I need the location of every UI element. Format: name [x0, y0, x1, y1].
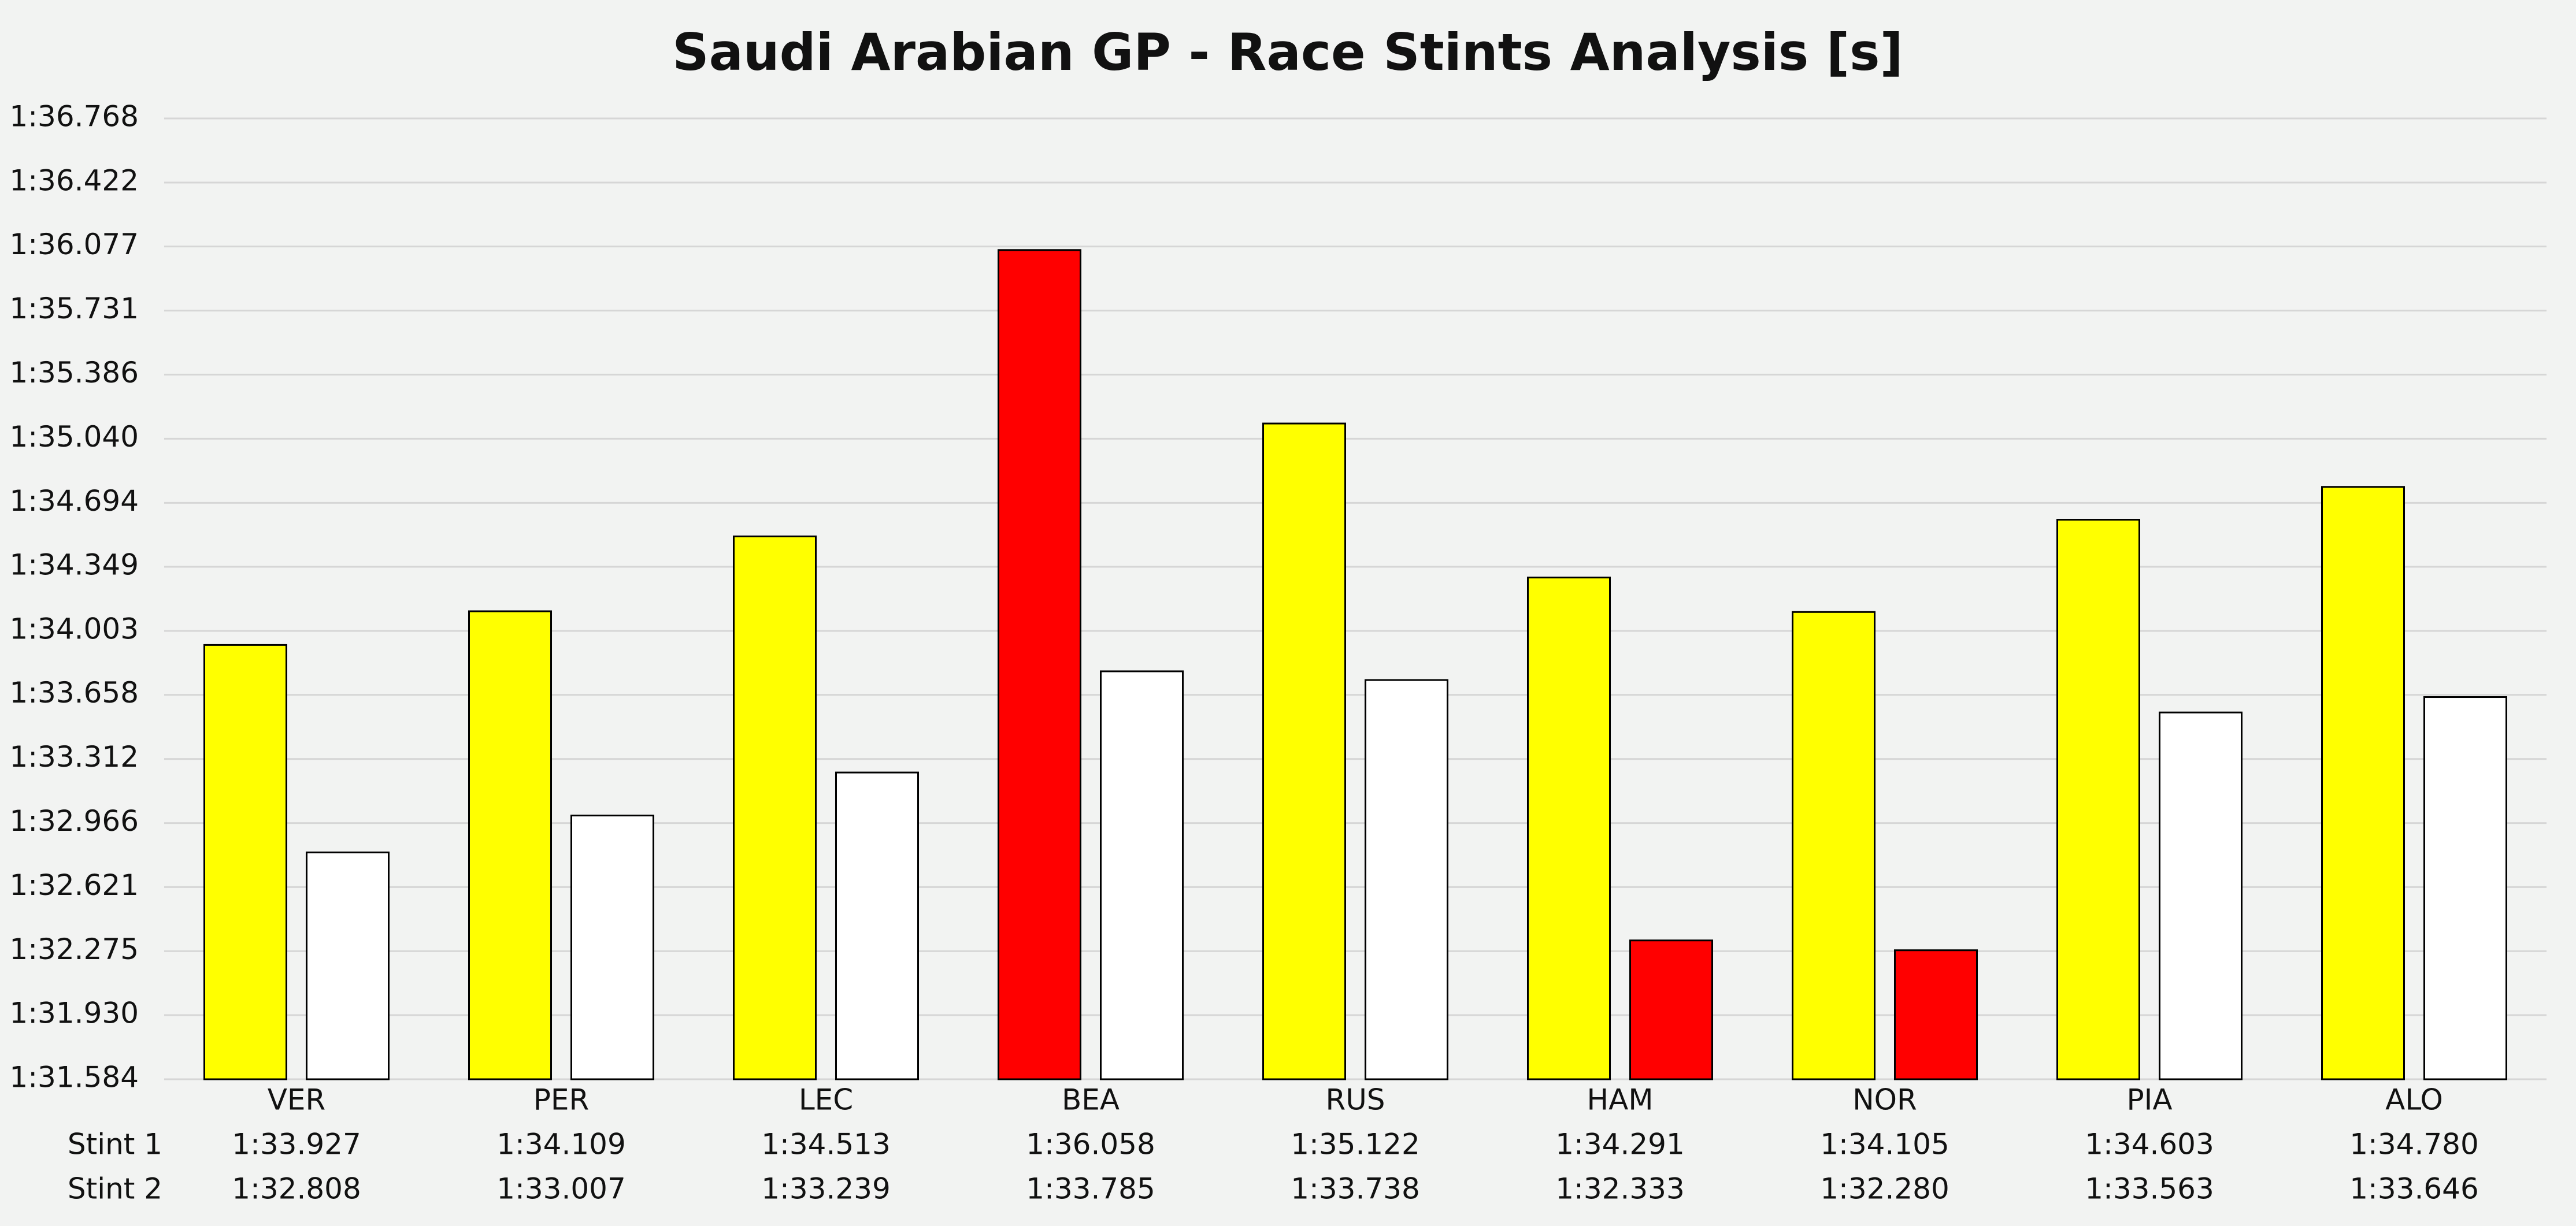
table-value: 1:34.513	[761, 1128, 891, 1161]
y-tick-label: 1:34.003	[9, 612, 139, 645]
x-tick-label: ALO	[2385, 1083, 2443, 1117]
bar	[1792, 611, 1876, 1080]
bar	[468, 610, 552, 1080]
y-tick-label: 1:32.966	[9, 804, 139, 838]
y-tick-label: 1:31.930	[9, 997, 139, 1030]
bar	[1365, 679, 1448, 1080]
y-tick-label: 1:36.768	[9, 100, 139, 133]
x-tick-label: HAM	[1587, 1083, 1654, 1117]
table-value: 1:35.122	[1291, 1128, 1420, 1161]
y-tick-label: 1:32.621	[9, 868, 139, 902]
bar	[570, 815, 654, 1080]
table-value: 1:33.927	[232, 1128, 361, 1161]
table-value: 1:34.105	[1820, 1128, 1949, 1161]
table-value: 1:34.109	[496, 1128, 626, 1161]
bar	[1629, 939, 1713, 1080]
bar	[1527, 577, 1611, 1080]
y-tick-label: 1:31.584	[9, 1061, 139, 1094]
bar	[1100, 670, 1184, 1080]
y-tick-label: 1:35.731	[9, 292, 139, 325]
x-tick-label: VER	[268, 1083, 326, 1117]
x-tick-label: LEC	[799, 1083, 853, 1117]
table-value: 1:33.007	[496, 1172, 626, 1206]
table-value: 1:33.646	[2349, 1172, 2479, 1206]
x-tick-label: BEA	[1062, 1083, 1120, 1117]
y-tick-label: 1:36.422	[9, 164, 139, 197]
y-tick-label: 1:35.040	[9, 420, 139, 454]
chart-title: Saudi Arabian GP - Race Stints Analysis …	[672, 23, 1903, 82]
bar	[1894, 949, 1978, 1080]
bar	[2321, 486, 2405, 1080]
y-tick-label: 1:33.312	[9, 740, 139, 774]
table-value: 1:33.738	[1291, 1172, 1420, 1206]
y-tick-label: 1:36.077	[9, 228, 139, 261]
x-tick-label: PER	[533, 1083, 589, 1117]
table-value: 1:34.780	[2349, 1128, 2479, 1161]
table-value: 1:34.603	[2085, 1128, 2214, 1161]
bar	[2159, 711, 2243, 1080]
table-value: 1:32.808	[232, 1172, 361, 1206]
bar	[306, 851, 390, 1080]
table-value: 1:33.563	[2085, 1172, 2214, 1206]
bar	[998, 249, 1081, 1080]
y-tick-label: 1:35.386	[9, 356, 139, 389]
x-tick-label: RUS	[1325, 1083, 1385, 1117]
y-tick-label: 1:32.275	[9, 932, 139, 966]
bar	[2423, 696, 2507, 1080]
bar	[2056, 519, 2140, 1080]
table-value: 1:33.239	[761, 1172, 891, 1206]
table-value: 1:32.280	[1820, 1172, 1949, 1206]
x-tick-label: NOR	[1852, 1083, 1917, 1117]
y-tick-label: 1:33.658	[9, 676, 139, 709]
table-value: 1:36.058	[1026, 1128, 1155, 1161]
y-tick-label: 1:34.694	[9, 484, 139, 518]
bar	[733, 535, 817, 1080]
y-tick-label: 1:34.349	[9, 548, 139, 582]
table-value: 1:32.333	[1555, 1172, 1685, 1206]
table-row-label: Stint 2	[68, 1172, 162, 1206]
bar	[1262, 422, 1346, 1080]
table-value: 1:34.291	[1555, 1128, 1685, 1161]
table-value: 1:33.785	[1026, 1172, 1155, 1206]
x-tick-label: PIA	[2126, 1083, 2172, 1117]
bar	[203, 644, 287, 1080]
bar	[835, 771, 919, 1080]
table-row-label: Stint 1	[68, 1128, 162, 1161]
